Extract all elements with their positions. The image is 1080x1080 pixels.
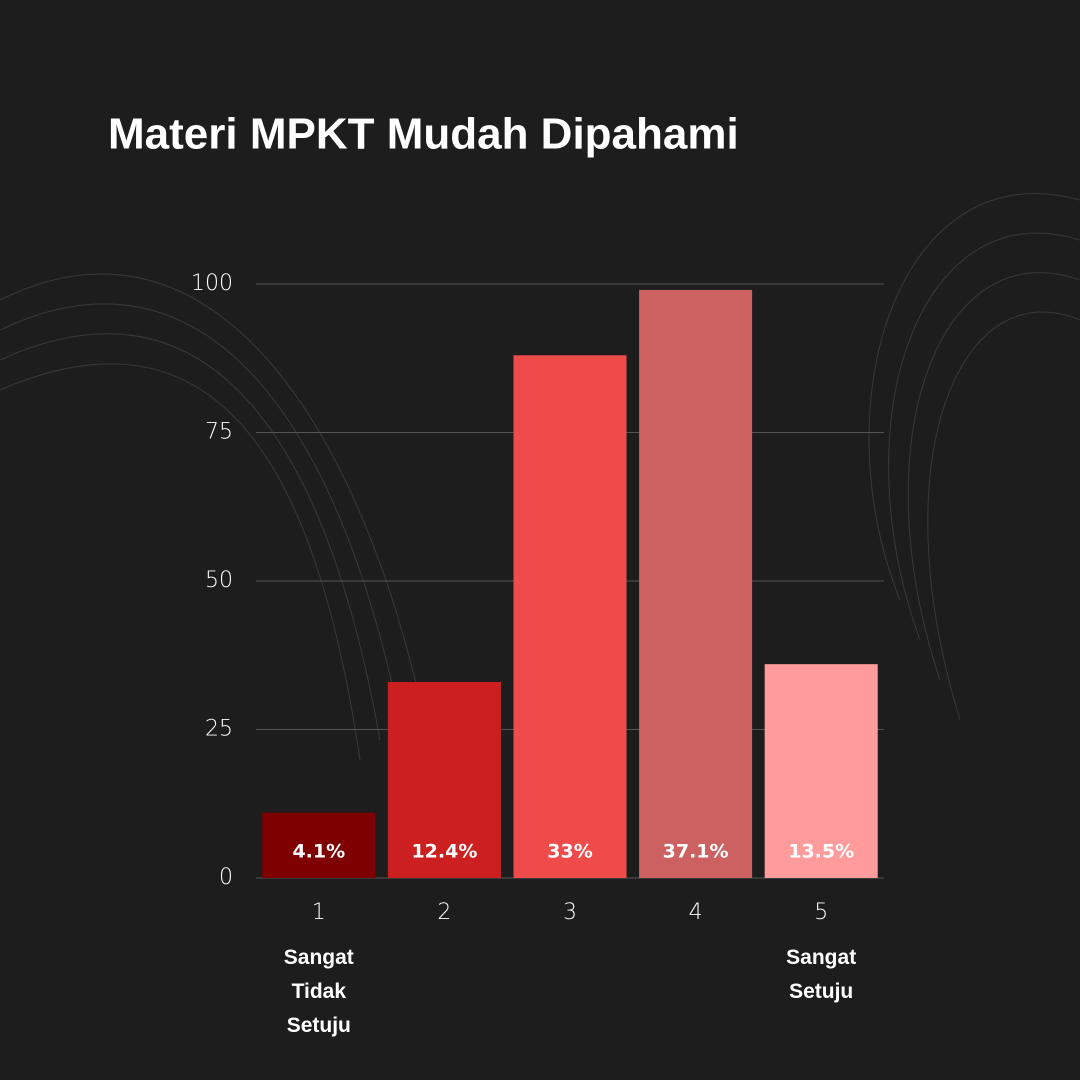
bar-value-label: 13.5% bbox=[788, 841, 854, 863]
bar bbox=[764, 664, 878, 878]
x-tick-label: 5 bbox=[814, 900, 828, 925]
y-tick-label: 50 bbox=[205, 568, 233, 593]
x-tick-label: 1 bbox=[312, 900, 326, 925]
y-tick-label: 25 bbox=[205, 717, 233, 742]
bar bbox=[262, 812, 376, 878]
x-tick-label: 4 bbox=[689, 900, 703, 925]
y-tick-label: 0 bbox=[219, 865, 233, 890]
bar-value-label: 12.4% bbox=[411, 841, 477, 863]
background-decoration bbox=[0, 193, 1080, 761]
bar-value-label: 4.1% bbox=[292, 841, 345, 863]
bar bbox=[387, 681, 501, 878]
bar-value-label: 33% bbox=[547, 841, 592, 863]
y-tick-label: 100 bbox=[191, 271, 233, 296]
chart-title: Materi MPKT Mudah Dipahami bbox=[108, 110, 739, 159]
category-note: Sangat Setuju bbox=[786, 946, 857, 1003]
y-tick-label: 75 bbox=[205, 420, 233, 445]
bar-value-label: 37.1% bbox=[663, 841, 729, 863]
x-tick-label: 2 bbox=[437, 900, 451, 925]
x-tick-label: 3 bbox=[563, 900, 577, 925]
bar bbox=[639, 289, 753, 878]
bar bbox=[513, 355, 627, 878]
category-note: Sangat Tidak Setuju bbox=[283, 946, 354, 1037]
